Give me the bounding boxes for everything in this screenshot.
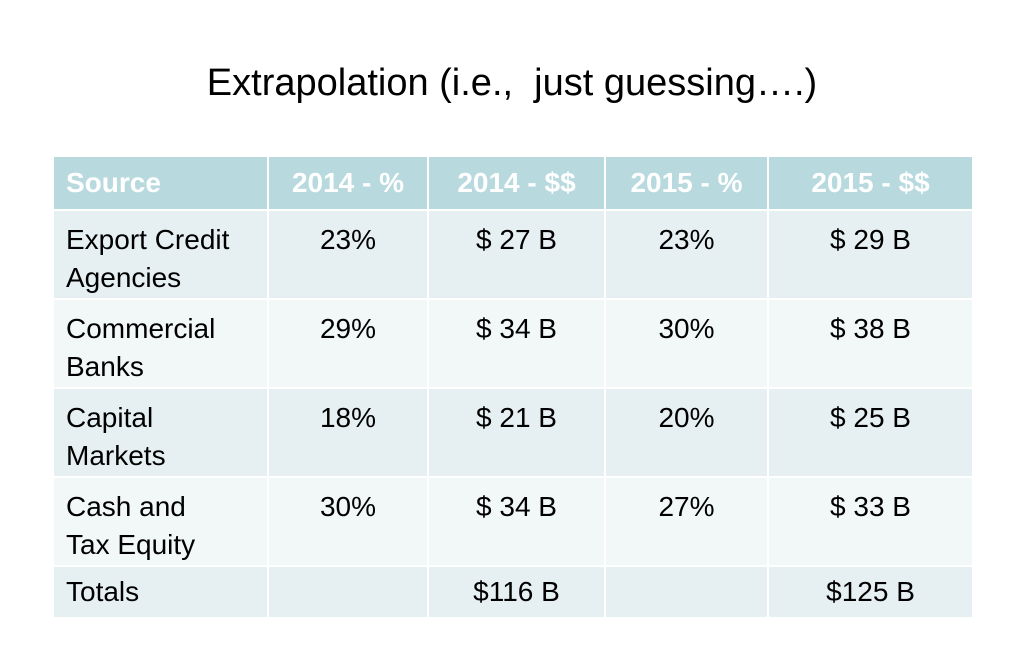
totals-amount-2014-cell: $116 B [427,565,606,619]
percent-2014-cell: 23% [267,209,429,300]
source-cell: Cash and Tax Equity [52,476,269,567]
amount-2015-cell: $ 38 B [767,298,974,389]
slide-title: Extrapolation (i.e., just guessing….) [206,62,818,104]
column-header-2014-percent: 2014 - % [267,155,429,211]
totals-percent-2014-cell [267,565,429,619]
amount-2015-cell: $ 29 B [767,209,974,300]
amount-2014-cell: $ 27 B [427,209,606,300]
totals-amount-2015-cell: $125 B [767,565,974,619]
column-header-2014-dollars: 2014 - $$ [427,155,606,211]
table-header-row: Source 2014 - % 2014 - $$ 2015 - % 2015 … [52,155,974,211]
column-header-2015-percent: 2015 - % [604,155,769,211]
percent-2015-cell: 30% [604,298,769,389]
column-header-source: Source [52,155,269,211]
percent-2014-cell: 30% [267,476,429,567]
percent-2014-cell: 29% [267,298,429,389]
table-row: Cash and Tax Equity 30% $ 34 B 27% $ 33 … [52,476,974,567]
table-row: Capital Markets 18% $ 21 B 20% $ 25 B [52,387,974,478]
totals-label: Totals [52,565,269,619]
percent-2014-cell: 18% [267,387,429,478]
source-cell: Export Credit Agencies [52,209,269,300]
column-header-2015-dollars: 2015 - $$ [767,155,974,211]
table-row: Export Credit Agencies 23% $ 27 B 23% $ … [52,209,974,300]
amount-2014-cell: $ 21 B [427,387,606,478]
extrapolation-table: Source 2014 - % 2014 - $$ 2015 - % 2015 … [52,155,974,619]
amount-2015-cell: $ 25 B [767,387,974,478]
totals-percent-2015-cell [604,565,769,619]
source-cell: Commercial Banks [52,298,269,389]
table-row: Commercial Banks 29% $ 34 B 30% $ 38 B [52,298,974,389]
percent-2015-cell: 27% [604,476,769,567]
amount-2015-cell: $ 33 B [767,476,974,567]
percent-2015-cell: 20% [604,387,769,478]
totals-row: Totals $116 B $125 B [52,565,974,619]
source-cell: Capital Markets [52,387,269,478]
amount-2014-cell: $ 34 B [427,298,606,389]
percent-2015-cell: 23% [604,209,769,300]
amount-2014-cell: $ 34 B [427,476,606,567]
